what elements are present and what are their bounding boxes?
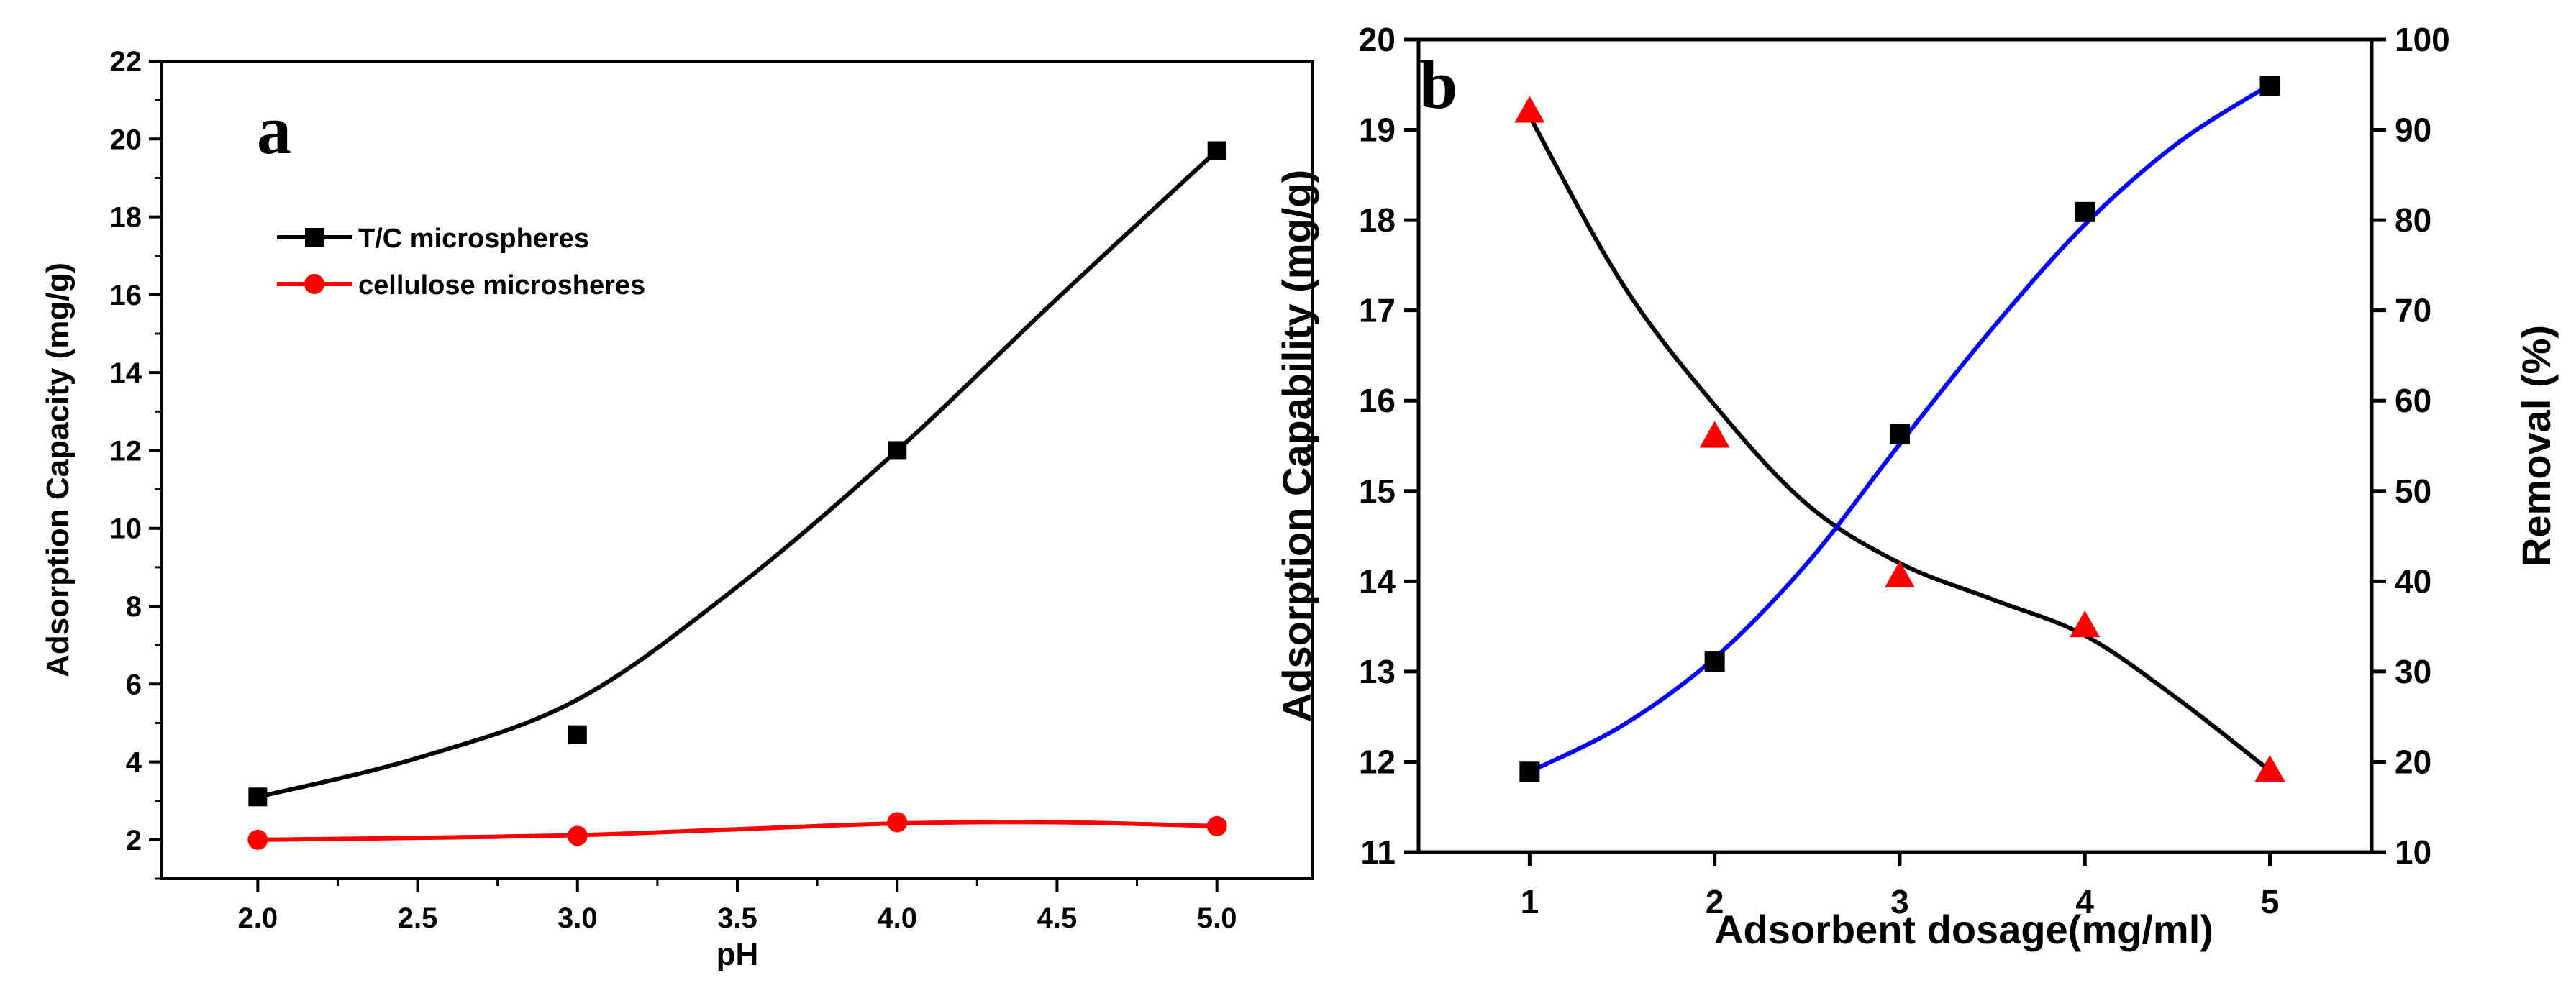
- panel-b-x-axis-label: Adsorbent dosage(mg/ml): [1714, 907, 2213, 952]
- panel-b-removal-point: [1889, 424, 1910, 444]
- panel-b-x-tick-label: 5: [2261, 883, 2280, 920]
- panel-b-x-tick-label: 4: [2075, 883, 2094, 920]
- panel-a-legend: T/C microspheres cellulose microsheres: [277, 224, 645, 301]
- panel-a-x-tick-label: 2.0: [238, 902, 278, 934]
- panel-a-tc-point: [1207, 141, 1226, 160]
- panel-b-letter: b: [1419, 46, 1457, 123]
- panel-b-right-y-tick-label: 60: [2395, 382, 2431, 419]
- panel-a-tc-point: [248, 787, 268, 807]
- panel-a-y-tick-label: 8: [126, 591, 142, 623]
- panel-b: 1 2 3 4 511121314151617181920102030405060708…: [1274, 21, 2559, 952]
- panel-a-y-tick-label: 10: [110, 513, 142, 545]
- panel-b-removal-point: [2075, 201, 2095, 222]
- panel-a: a 2.0 2.5 3.0 3.5 4.0 4.5 5.024681012141618202…: [40, 46, 1314, 972]
- panel-a-y-tick-label: 2: [126, 825, 142, 856]
- panel-a-y-axis-label: Adsorption Capacity (mg/g): [40, 262, 76, 677]
- panel-a-x-tick-label: 4.5: [1037, 902, 1078, 934]
- panel-a-tc-point: [888, 441, 907, 460]
- panel-a-x-tick-label: 3.5: [717, 902, 757, 934]
- panel-a-y-tick-label: 22: [110, 46, 142, 78]
- panel-b-capability-point: [1699, 421, 1730, 448]
- panel-b-capability-point: [2070, 610, 2101, 638]
- panel-a-tc-point: [568, 725, 587, 744]
- panel-a-y-tick-label: 16: [110, 280, 142, 311]
- panel-b-removal-point: [2259, 76, 2280, 96]
- panel-a-letter: a: [257, 91, 291, 168]
- panel-a-series-0-curve: [257, 149, 1219, 800]
- panel-b-frame: [1416, 37, 2374, 854]
- panel-a-x-tick-label: 4.0: [877, 902, 917, 934]
- legend-marker-cellulose: [304, 274, 324, 294]
- panel-b-removal-point: [1519, 761, 1540, 782]
- panel-a-y-tick-label: 12: [110, 435, 142, 467]
- panel-b-right-y-tick-label: 90: [2395, 111, 2431, 149]
- panel-b-right-y-tick-label: 40: [2395, 562, 2431, 600]
- panel-b-right-y-tick-label: 50: [2395, 472, 2431, 510]
- panel-b-left-y-axis-label: Adsorption Capability (mg/g): [1274, 170, 1319, 722]
- panel-a-y-tick-label: 4: [126, 747, 142, 779]
- panel-b-right-y-tick-label: 10: [2395, 833, 2431, 871]
- panel-a-series-1-curve: [258, 820, 1217, 842]
- panel-b-x-tick-label: 3: [1890, 883, 1909, 920]
- legend-marker-tc: [305, 228, 324, 247]
- panel-b-right-y-tick-label: 20: [2395, 743, 2431, 780]
- panel-b-capability-point: [1514, 96, 1545, 123]
- panel-a-x-tick-label: 3.0: [557, 902, 598, 934]
- panel-b-left-y-tick-label: 19: [1359, 111, 1396, 149]
- panel-b-x-tick-label: 1: [1521, 883, 1539, 920]
- panel-b-left-y-tick-label: 12: [1359, 743, 1396, 780]
- panel-a-y-tick-label: 6: [126, 669, 142, 700]
- panel-b-removal-point: [1704, 651, 1725, 672]
- panel-b-capability-curve: [1527, 115, 2272, 773]
- panel-b-right-y-tick-label: 100: [2395, 21, 2450, 58]
- panel-a-plot-area: 2.0 2.5 3.0 3.5 4.0 4.5 5.0 2 4 6 8 10 12 14 16 18 20 22: [110, 46, 1314, 934]
- panel-a-cellulose-point: [567, 825, 588, 846]
- panel-b-x-tick-label: 2: [1706, 883, 1724, 920]
- panel-a-x-tick-label: 2.5: [398, 902, 438, 934]
- panel-a-x-axis-label: pH: [716, 937, 759, 972]
- panel-b-left-y-tick-label: 17: [1359, 292, 1396, 329]
- panel-b-left-y-tick-label: 16: [1359, 382, 1396, 419]
- panel-b-left-y-tick-label: 14: [1359, 562, 1396, 600]
- panel-b-plot-area: 1 2 3 4 511121314151617181920102030405060708…: [1359, 21, 2450, 920]
- panel-b-right-y-axis-label: Removal (%): [2513, 325, 2559, 567]
- panel-b-capability-point: [1884, 561, 1915, 588]
- panel-a-cellulose-point: [247, 829, 268, 850]
- panel-b-left-y-tick-label: 18: [1359, 201, 1396, 239]
- panel-b-right-y-tick-label: 70: [2395, 292, 2431, 329]
- panel-a-cellulose-point: [1206, 815, 1227, 836]
- panel-a-cellulose-point: [887, 812, 908, 833]
- panel-b-left-y-tick-label: 15: [1359, 472, 1396, 510]
- legend-label-cellulose: cellulose microsheres: [358, 270, 645, 301]
- panel-a-y-tick-label: 20: [110, 124, 142, 155]
- panel-b-left-y-tick-label: 11: [1360, 833, 1396, 871]
- panel-b-right-y-tick-label: 80: [2395, 201, 2431, 239]
- panel-a-y-tick-label: 14: [110, 357, 142, 389]
- legend-label-tc: T/C microspheres: [358, 224, 589, 254]
- panel-b-right-y-tick-label: 30: [2395, 653, 2431, 690]
- panel-b-left-y-tick-label: 13: [1359, 653, 1396, 690]
- panel-a-x-tick-label: 5.0: [1197, 902, 1237, 934]
- panel-a-y-tick-label: 18: [110, 202, 142, 234]
- panel-b-left-y-tick-label: 20: [1359, 21, 1396, 58]
- panel-b-capability-point: [2254, 755, 2285, 782]
- panel-a-frame: [160, 60, 1314, 880]
